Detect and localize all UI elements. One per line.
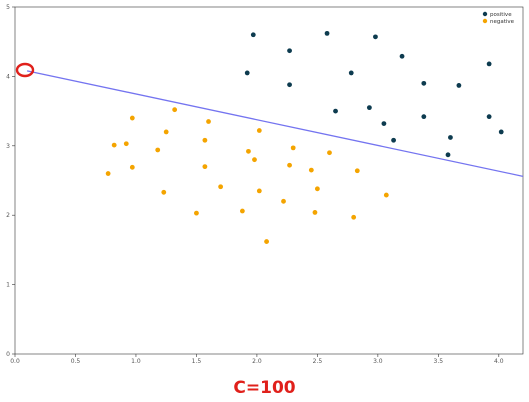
x-tick-label: 1.5 xyxy=(192,358,202,365)
x-tick-labels: 0.0 0.5 1.0 1.5 2.0 2.5 3.0 3.5 4.0 xyxy=(10,354,504,365)
negative-point xyxy=(111,142,117,148)
negative-point xyxy=(202,164,208,170)
positive-point xyxy=(381,121,387,126)
positive-point xyxy=(244,70,250,76)
negative-point xyxy=(312,210,318,215)
negative-point xyxy=(351,214,357,220)
boundary-line xyxy=(26,70,524,177)
negative-point xyxy=(123,141,129,147)
legend-marker-positive xyxy=(482,11,488,17)
negative-point xyxy=(354,168,360,174)
positive-point xyxy=(498,129,504,135)
negative-point xyxy=(287,162,292,168)
x-tick-label: 2.5 xyxy=(313,358,323,365)
positive-point xyxy=(421,114,427,120)
x-tick-label: 0.5 xyxy=(71,358,81,365)
positive-point xyxy=(324,30,330,36)
negative-point xyxy=(163,129,169,135)
legend-label-positive: positive xyxy=(490,12,512,18)
y-tick-label: 4 xyxy=(6,73,10,80)
negative-point xyxy=(327,150,332,156)
negative-point xyxy=(194,210,199,216)
negative-point xyxy=(252,157,257,163)
positive-point xyxy=(373,34,378,40)
legend-marker-negative xyxy=(482,18,488,24)
positive-point xyxy=(448,135,453,140)
legend-label-negative: negative xyxy=(490,19,515,25)
negative-point xyxy=(308,167,314,173)
y-tick-label: 1 xyxy=(6,282,10,289)
negative-point xyxy=(314,186,320,192)
negative-point xyxy=(172,107,178,113)
positive-point xyxy=(486,114,492,120)
negative-point xyxy=(264,239,269,244)
y-tick-labels: 0 1 2 3 4 5 xyxy=(6,4,15,358)
y-tick-label: 2 xyxy=(6,212,10,219)
positive-point xyxy=(250,32,256,38)
y-tick-label: 5 xyxy=(6,4,10,11)
positive-point xyxy=(366,105,372,111)
y-tick-label: 3 xyxy=(6,143,10,150)
positive-point xyxy=(486,61,492,67)
negative-point xyxy=(281,198,286,204)
scatter-chart: 0.0 0.5 1.0 1.5 2.0 2.5 3.0 3.5 4.0 0 1 2 3 4 5 posit… xyxy=(6,4,524,365)
negative-point xyxy=(256,188,262,194)
x-tick-label: 4.0 xyxy=(494,358,504,365)
positive-point xyxy=(348,70,354,76)
positive-point xyxy=(287,48,292,54)
negative-point xyxy=(105,171,111,176)
positive-point xyxy=(445,152,451,158)
plot-area xyxy=(14,6,524,355)
x-tick-label: 0.0 xyxy=(10,358,20,365)
highlight-circle xyxy=(15,62,35,78)
positive-point xyxy=(287,82,292,88)
c-value-caption: C=100 xyxy=(233,378,296,398)
negative-point xyxy=(246,148,251,154)
x-tick-label: 3.0 xyxy=(373,358,383,365)
positive-point xyxy=(391,137,396,143)
negative-point xyxy=(155,147,161,153)
positive-point xyxy=(456,83,462,88)
y-tick-label: 0 xyxy=(6,351,10,358)
negative-point xyxy=(256,128,262,133)
negative-point xyxy=(218,184,224,190)
negative-point xyxy=(383,192,389,198)
x-tick-label: 3.5 xyxy=(434,358,444,365)
negative-point xyxy=(161,189,167,195)
negative-point xyxy=(129,115,135,121)
x-tick-label: 1.0 xyxy=(131,358,141,365)
x-tick-label: 2.0 xyxy=(252,358,262,365)
positive-point xyxy=(333,108,338,114)
negative-point xyxy=(129,164,135,170)
data-points xyxy=(105,30,504,244)
decision-boundary xyxy=(26,70,524,177)
negative-point xyxy=(202,137,208,143)
positive-point xyxy=(399,53,405,59)
negative-point xyxy=(239,208,245,214)
negative-point xyxy=(290,145,296,151)
negative-point xyxy=(206,119,211,124)
positive-point xyxy=(421,80,427,86)
